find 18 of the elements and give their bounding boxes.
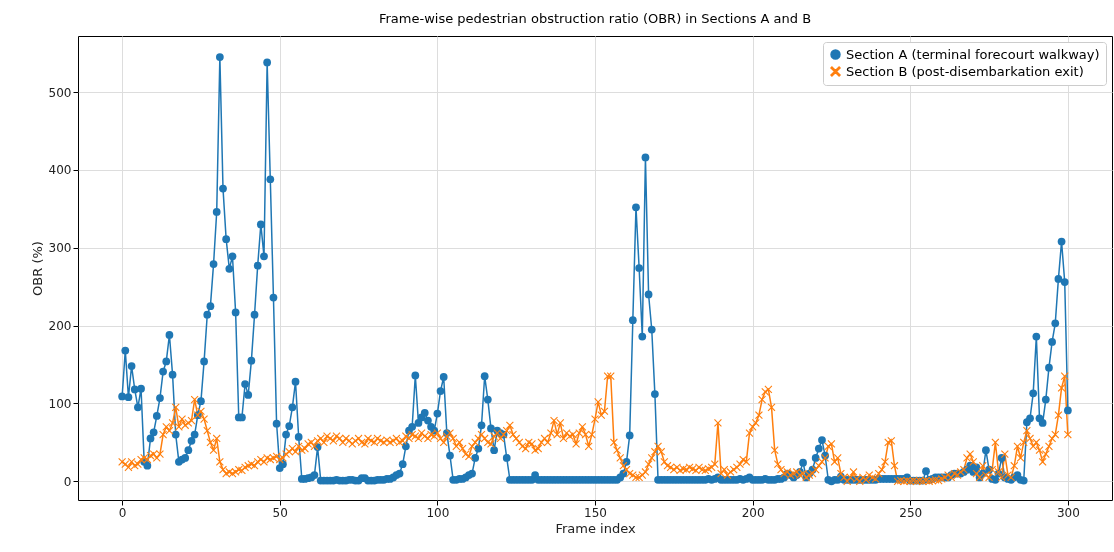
- x-tick-label: 250: [899, 505, 923, 520]
- y-tick-label: 100: [48, 396, 72, 411]
- x-tick-label: 100: [426, 505, 450, 520]
- y-tick-label: 300: [48, 241, 72, 256]
- y-tick-label: 500: [48, 85, 72, 100]
- y-tick-label: 200: [48, 319, 72, 334]
- x-axis-title: Frame index: [555, 520, 636, 536]
- legend-label: Section A (terminal forecourt walkway): [846, 46, 1100, 62]
- y-tick-label: 0: [63, 474, 72, 489]
- x-tick-label: 150: [584, 505, 607, 520]
- x-tick-label: 50: [272, 505, 288, 520]
- chart-title: Frame-wise pedestrian obstruction ratio (OBR) in Sections A and B: [378, 11, 812, 26]
- y-axis-title: OBR (%): [29, 241, 45, 296]
- x-tick-label: 300: [1056, 505, 1080, 520]
- legend-label: Section B (post-disembarkation exit): [846, 63, 1084, 79]
- y-tick-label: 400: [48, 163, 72, 178]
- x-tick-label: 200: [741, 505, 765, 520]
- x-tick-label: 0: [118, 505, 127, 520]
